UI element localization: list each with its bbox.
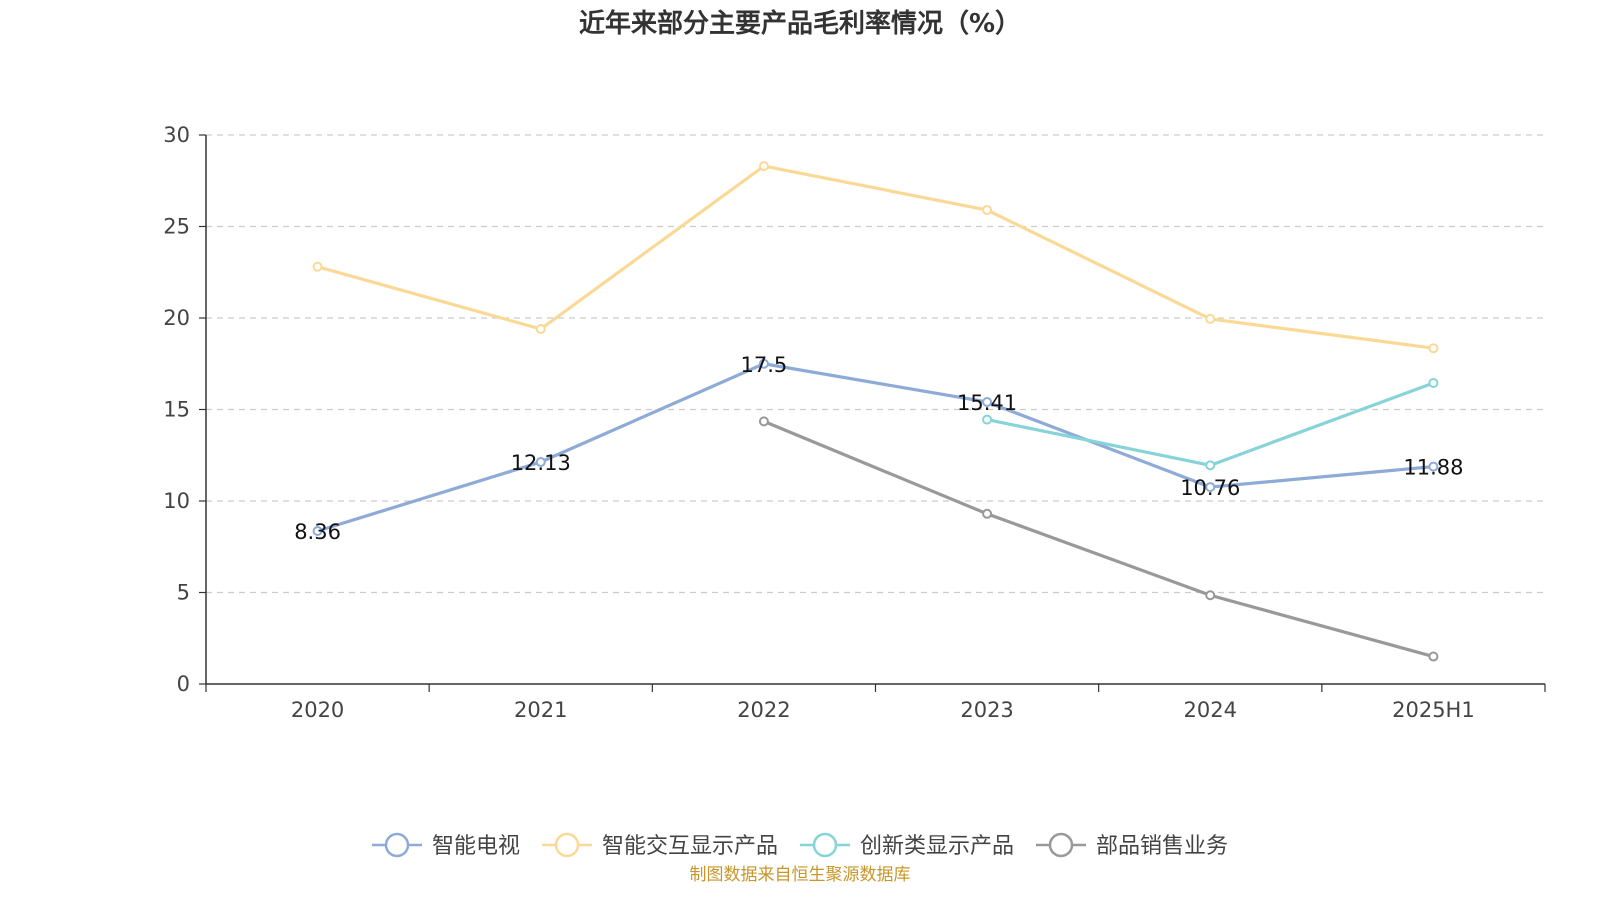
data-label: 8.36 bbox=[294, 520, 341, 544]
x-tick-label: 2020 bbox=[291, 698, 344, 722]
series-line bbox=[763, 419, 1434, 659]
data-point bbox=[758, 416, 769, 427]
data-label: 17.5 bbox=[741, 353, 788, 377]
data-point bbox=[982, 508, 993, 519]
legend-marker-icon bbox=[384, 832, 410, 858]
data-point bbox=[535, 457, 546, 468]
series-line bbox=[317, 362, 1434, 533]
data-labels: 8.36 12.13 17.5 15.41 10.76 11.88 bbox=[294, 353, 1463, 544]
legend-marker-icon bbox=[812, 832, 838, 858]
data-point bbox=[982, 396, 993, 407]
legend-marker-icon bbox=[554, 832, 580, 858]
y-tick-label: 25 bbox=[163, 215, 190, 239]
data-point bbox=[758, 358, 769, 369]
data-label: 15.41 bbox=[957, 391, 1017, 415]
data-point bbox=[535, 323, 546, 334]
series-line bbox=[986, 381, 1434, 467]
series-line bbox=[317, 164, 1434, 350]
legend-label: 创新类显示产品 bbox=[860, 834, 1014, 859]
y-tick-label: 30 bbox=[163, 123, 190, 147]
chart-title: 近年来部分主要产品毛利率情况（%） bbox=[579, 8, 1021, 39]
data-label: 12.13 bbox=[511, 451, 571, 475]
y-tick-label: 10 bbox=[163, 489, 190, 513]
x-tick-label: 2022 bbox=[737, 698, 790, 722]
legend-item: 创新类显示产品 bbox=[800, 832, 1014, 859]
data-point bbox=[312, 261, 323, 272]
data-point bbox=[758, 161, 769, 172]
y-tick-label: 15 bbox=[163, 398, 190, 422]
legend-item: 智能电视 bbox=[372, 832, 520, 859]
data-point bbox=[1428, 461, 1439, 472]
legend-label: 部品销售业务 bbox=[1096, 834, 1228, 859]
legend-label: 智能电视 bbox=[432, 834, 520, 859]
data-point bbox=[1428, 651, 1439, 662]
data-point bbox=[1205, 482, 1216, 493]
data-point bbox=[982, 414, 993, 425]
data-point bbox=[1428, 343, 1439, 354]
series-4 bbox=[758, 416, 1439, 662]
series-2 bbox=[312, 161, 1439, 354]
grid-lines bbox=[206, 134, 1545, 594]
data-point bbox=[1205, 313, 1216, 324]
data-point bbox=[1428, 377, 1439, 388]
x-tick-label: 2023 bbox=[960, 698, 1013, 722]
y-tick-label: 0 bbox=[177, 672, 190, 696]
legend-label: 智能交互显示产品 bbox=[602, 834, 778, 859]
x-tick-label: 2024 bbox=[1184, 698, 1237, 722]
source-note: 制图数据来自恒生聚源数据库 bbox=[690, 865, 911, 885]
legend: 智能电视 智能交互显示产品 创新类显示产品 部品销售业务 bbox=[372, 832, 1228, 859]
legend-marker-icon bbox=[1048, 832, 1074, 858]
y-tick-label: 20 bbox=[163, 306, 190, 330]
data-point bbox=[312, 526, 323, 537]
x-tick-label: 2021 bbox=[514, 698, 567, 722]
axes: 0 5 10 15 20 25 30 2020 2021 2022 2023 2024 2025H1 bbox=[163, 123, 1546, 722]
x-tick-label: 2025H1 bbox=[1392, 698, 1475, 722]
series-1 bbox=[312, 358, 1439, 537]
legend-item: 智能交互显示产品 bbox=[542, 832, 778, 859]
y-tick-label: 5 bbox=[177, 581, 190, 605]
data-point bbox=[1205, 460, 1216, 471]
data-point bbox=[1205, 590, 1216, 601]
series-3 bbox=[982, 377, 1439, 471]
series-lines bbox=[312, 161, 1439, 662]
data-label: 10.76 bbox=[1180, 476, 1240, 500]
data-label: 11.88 bbox=[1403, 456, 1463, 480]
legend-item: 部品销售业务 bbox=[1036, 832, 1228, 859]
data-point bbox=[982, 205, 993, 216]
